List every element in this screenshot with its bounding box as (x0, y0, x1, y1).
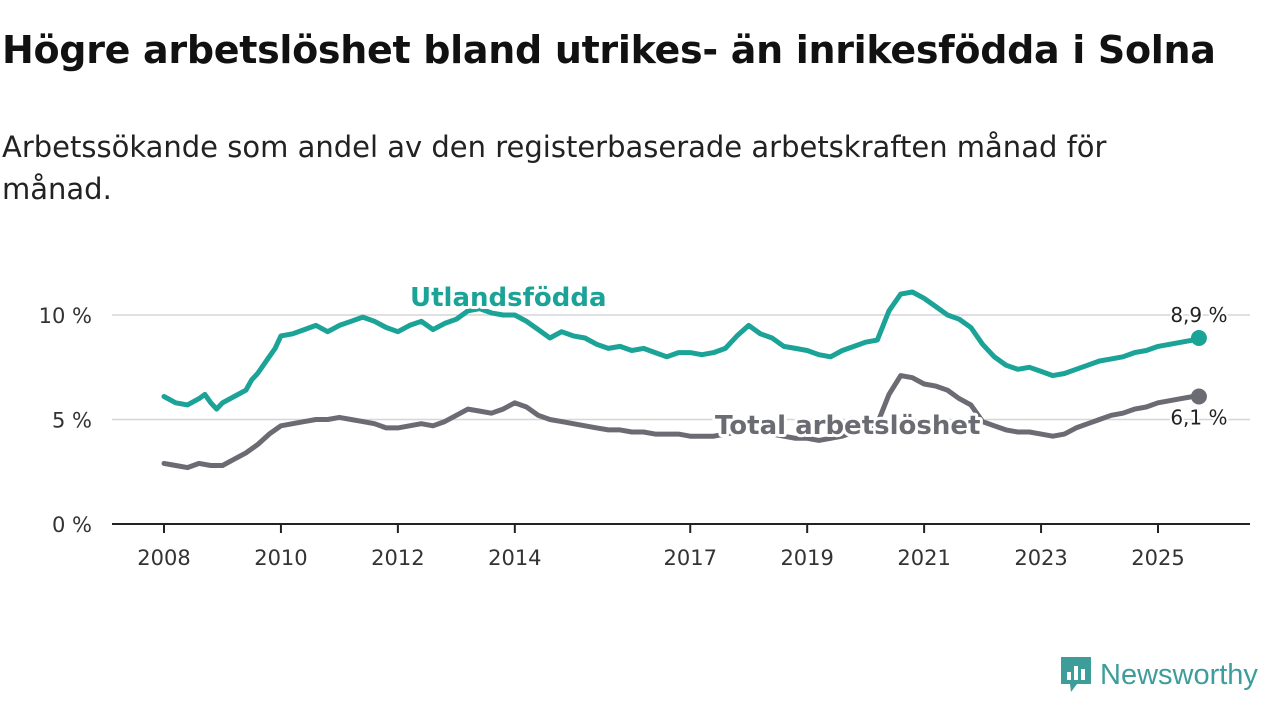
x-tick-label: 2008 (137, 546, 190, 570)
series-end-value-label: 6,1 % (1170, 406, 1227, 430)
brand-name: Newsworthy (1100, 658, 1258, 691)
y-tick-label: 10 % (39, 304, 92, 328)
series-name-label: Total arbetslöshet (715, 411, 980, 441)
x-tick-label: 2010 (254, 546, 307, 570)
x-tick-label: 2025 (1131, 546, 1184, 570)
series-line-total-arbetslöshet (161, 373, 1202, 471)
series-end-marker (1190, 329, 1207, 346)
chart-subtitle: Arbetssökande som andel av den registerb… (2, 130, 1107, 206)
y-tick-label: 5 % (52, 409, 92, 433)
newsworthy-logo: Newsworthy (1058, 654, 1258, 696)
x-tick-label: 2012 (371, 546, 424, 570)
series-end-value-label: 8,9 % (1170, 303, 1227, 327)
newsworthy-logo-icon (1061, 657, 1091, 692)
x-tick-label: 2019 (780, 546, 833, 570)
series-line-utlandsfödda (161, 289, 1202, 412)
x-tick-label: 2023 (1014, 546, 1067, 570)
series-end-marker (1190, 388, 1207, 405)
x-tick-label: 2014 (488, 546, 541, 570)
x-tick-label: 2021 (897, 546, 950, 570)
chart-title: Högre arbetslöshet bland utrikes- än inr… (2, 28, 1216, 72)
y-tick-label: 0 % (52, 513, 92, 537)
series-name-label: Utlandsfödda (410, 283, 607, 313)
x-tick-label: 2017 (664, 546, 717, 570)
